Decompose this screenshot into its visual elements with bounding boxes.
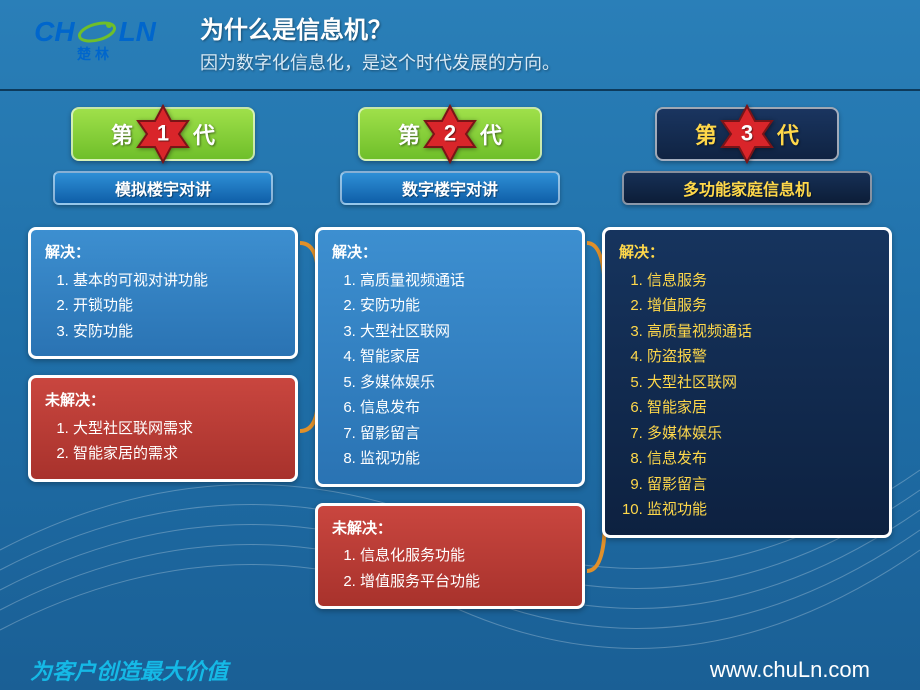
list-item: 监视功能 xyxy=(360,446,568,472)
footer-slogan: 为客户创造最大价值 xyxy=(30,654,228,686)
logo-text-right: LN xyxy=(119,16,156,48)
gen1-solved-header: 解决： xyxy=(45,240,281,266)
logo: CH LN 楚林 xyxy=(10,10,180,70)
list-item: 高质量视频通话 xyxy=(360,268,568,294)
gen1-solved-list: 基本的可视对讲功能 开锁功能 安防功能 xyxy=(45,268,281,345)
list-item: 多媒体娱乐 xyxy=(360,370,568,396)
list-item: 监视功能 xyxy=(647,497,875,523)
list-item: 智能家居 xyxy=(360,344,568,370)
gen2-solved-list: 高质量视频通话 安防功能 大型社区联网 智能家居 多媒体娱乐 信息发布 留影留言… xyxy=(332,268,568,472)
footer: 为客户创造最大价值 www.chuLn.com xyxy=(0,650,920,690)
gen1-unsolved-list: 大型社区联网需求 智能家居的需求 xyxy=(45,416,281,467)
gen1-badge-right: 代 xyxy=(193,118,215,150)
list-item: 多媒体娱乐 xyxy=(647,421,875,447)
gen1-badge: 第 代 1 xyxy=(71,107,255,161)
generation-2: 第 代 2 数字楼宇对讲 解决： 高质量视频通话 安防功能 大型社区联网 智能家… xyxy=(315,107,585,609)
list-item: 防盗报警 xyxy=(647,344,875,370)
header: CH LN 楚林 为什么是信息机？ 因为数字化信息化，是这个时代发展的方向。 xyxy=(0,0,920,91)
gen3-solved-box: 解决： 信息服务 增值服务 高质量视频通话 防盗报警 大型社区联网 智能家居 多… xyxy=(602,227,892,538)
list-item: 安防功能 xyxy=(73,319,281,345)
logo-subtext: 楚林 xyxy=(77,44,113,64)
generation-1: 第 代 1 模拟楼宇对讲 解决： 基本的可视对讲功能 开锁功能 安防功能 未解决… xyxy=(28,107,298,609)
gen1-unsolved-box: 未解决： 大型社区联网需求 智能家居的需求 xyxy=(28,375,298,482)
list-item: 信息发布 xyxy=(360,395,568,421)
list-item: 大型社区联网需求 xyxy=(73,416,281,442)
gen2-unsolved-list: 信息化服务功能 增值服务平台功能 xyxy=(332,543,568,594)
list-item: 大型社区联网 xyxy=(360,319,568,345)
gen3-badge-right: 代 xyxy=(777,118,799,150)
gen2-number: 2 xyxy=(444,120,456,146)
gen2-badge: 第 代 2 xyxy=(358,107,542,161)
gen2-sublabel: 数字楼宇对讲 xyxy=(340,171,560,205)
list-item: 基本的可视对讲功能 xyxy=(73,268,281,294)
page-subtitle: 因为数字化信息化，是这个时代发展的方向。 xyxy=(200,49,560,75)
gen3-number: 3 xyxy=(741,120,753,146)
gen2-solved-box: 解决： 高质量视频通话 安防功能 大型社区联网 智能家居 多媒体娱乐 信息发布 … xyxy=(315,227,585,487)
list-item: 安防功能 xyxy=(360,293,568,319)
list-item: 开锁功能 xyxy=(73,293,281,319)
list-item: 大型社区联网 xyxy=(647,370,875,396)
gen3-sublabel: 多功能家庭信息机 xyxy=(622,171,872,205)
logo-swoosh-icon xyxy=(75,19,119,45)
list-item: 增值服务平台功能 xyxy=(360,569,568,595)
gen1-sublabel: 模拟楼宇对讲 xyxy=(53,171,273,205)
gen1-star-icon: 1 xyxy=(132,103,194,165)
gen2-solved-header: 解决： xyxy=(332,240,568,266)
gen2-unsolved-header: 未解决： xyxy=(332,516,568,542)
list-item: 信息发布 xyxy=(647,446,875,472)
list-item: 留影留言 xyxy=(360,421,568,447)
gen3-star-icon: 3 xyxy=(716,103,778,165)
gen3-badge: 第 代 3 xyxy=(655,107,839,161)
page-title: 为什么是信息机？ xyxy=(200,10,560,45)
list-item: 增值服务 xyxy=(647,293,875,319)
footer-url: www.chuLn.com xyxy=(710,657,870,683)
gen2-badge-right: 代 xyxy=(480,118,502,150)
gen1-number: 1 xyxy=(157,120,169,146)
gen2-badge-left: 第 xyxy=(398,118,420,150)
logo-text-left: CH xyxy=(34,16,74,48)
list-item: 智能家居 xyxy=(647,395,875,421)
list-item: 信息化服务功能 xyxy=(360,543,568,569)
gen1-badge-left: 第 xyxy=(111,118,133,150)
list-item: 智能家居的需求 xyxy=(73,441,281,467)
generations-row: 第 代 1 模拟楼宇对讲 解决： 基本的可视对讲功能 开锁功能 安防功能 未解决… xyxy=(0,91,920,609)
gen2-unsolved-box: 未解决： 信息化服务功能 增值服务平台功能 xyxy=(315,503,585,610)
gen1-solved-box: 解决： 基本的可视对讲功能 开锁功能 安防功能 xyxy=(28,227,298,359)
list-item: 信息服务 xyxy=(647,268,875,294)
list-item: 留影留言 xyxy=(647,472,875,498)
generation-3: 第 代 3 多功能家庭信息机 解决： 信息服务 增值服务 高质量视频通话 防盗报… xyxy=(602,107,892,609)
gen2-star-icon: 2 xyxy=(419,103,481,165)
list-item: 高质量视频通话 xyxy=(647,319,875,345)
gen3-solved-header: 解决： xyxy=(619,240,875,266)
gen3-solved-list: 信息服务 增值服务 高质量视频通话 防盗报警 大型社区联网 智能家居 多媒体娱乐… xyxy=(619,268,875,523)
gen3-badge-left: 第 xyxy=(695,118,717,150)
gen1-unsolved-header: 未解决： xyxy=(45,388,281,414)
